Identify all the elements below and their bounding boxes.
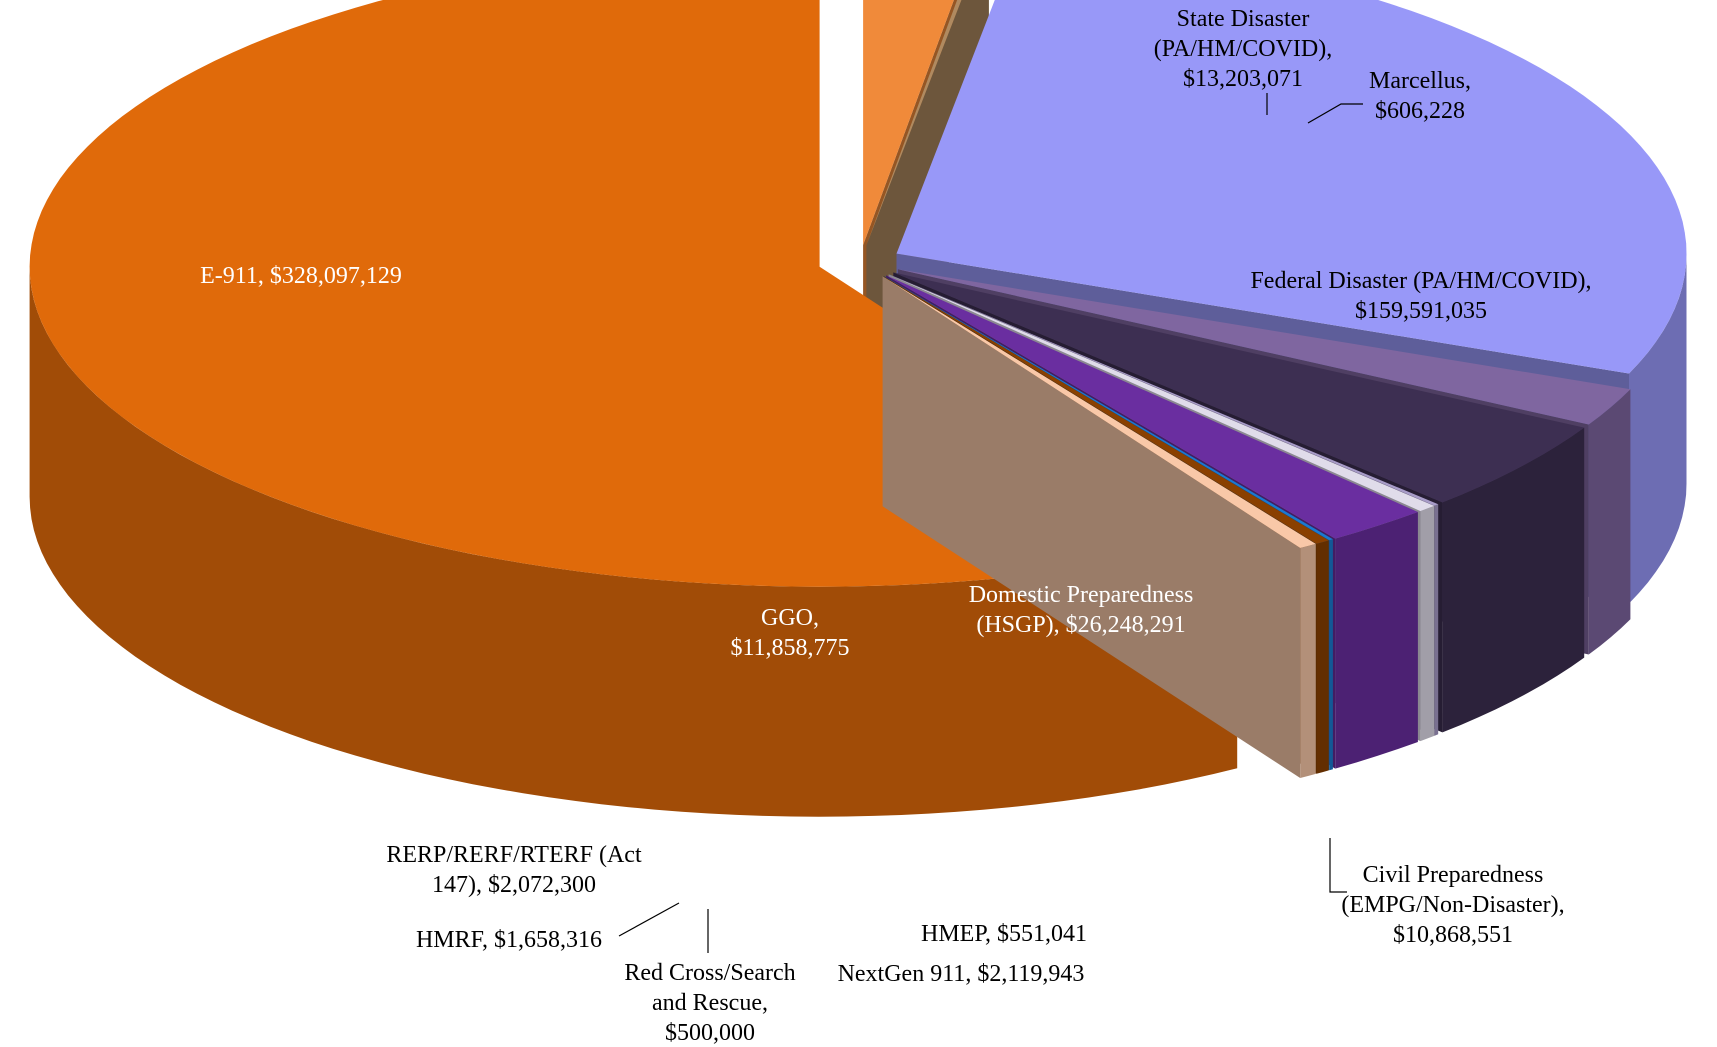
data-label: Domestic Preparedness (HSGP) $26,248,291 bbox=[931, 580, 1231, 640]
data-label: NextGen 911 $2,119,943 bbox=[796, 959, 1126, 989]
slice-value: $500,000 bbox=[665, 1020, 755, 1046]
slice bbox=[883, 276, 1329, 544]
data-label: Red Cross/Search and Rescue $500,000 bbox=[610, 958, 810, 1047]
data-label: GGO $11,858,775 bbox=[700, 603, 880, 663]
slice-value: $26,248,291 bbox=[1065, 612, 1186, 638]
slice bbox=[866, 0, 962, 246]
slice-side bbox=[29, 266, 1238, 817]
leader-line bbox=[1329, 838, 1347, 893]
slice-side bbox=[1629, 253, 1687, 604]
slice-name: Marcellus bbox=[1369, 68, 1471, 94]
slice-side bbox=[1442, 427, 1585, 733]
slice bbox=[883, 276, 1333, 541]
slice-name: GGO bbox=[761, 605, 819, 631]
slice-value: $11,858,775 bbox=[730, 635, 850, 661]
slice-name: HMEP bbox=[921, 921, 991, 947]
slice-value: $606,228 bbox=[1375, 98, 1465, 124]
data-label: E-911 $328,097,129 bbox=[91, 261, 511, 291]
slice-side bbox=[1335, 512, 1418, 769]
slice-name: Red Cross/Search and Rescue bbox=[624, 960, 795, 1016]
slice-side bbox=[1434, 504, 1439, 736]
slice-side bbox=[1300, 543, 1316, 778]
slice-side bbox=[1588, 389, 1631, 655]
slice-value: $13,203,071 bbox=[1183, 66, 1303, 92]
slice-name: Federal Disaster (PA/HM/COVID) bbox=[1250, 268, 1591, 294]
slice-name: Civil Preparedness (EMPG/Non-Disaster) bbox=[1341, 862, 1564, 918]
slice bbox=[893, 272, 1585, 503]
data-label: HMRF $1,658,316 bbox=[389, 925, 629, 955]
slice-value: $159,591,035 bbox=[1355, 298, 1487, 324]
slices bbox=[29, 0, 1687, 817]
slice bbox=[888, 274, 1435, 512]
slice bbox=[886, 275, 1418, 539]
slice-value: $328,097,129 bbox=[269, 263, 402, 289]
slice bbox=[896, 0, 1687, 374]
data-label: Marcellus $606,228 bbox=[1340, 66, 1500, 126]
slice-value: $10,868,551 bbox=[1393, 922, 1513, 948]
slice bbox=[882, 276, 1316, 548]
slice-side bbox=[1329, 539, 1333, 771]
slice bbox=[863, 0, 954, 245]
slice-value: $2,119,943 bbox=[977, 961, 1085, 987]
data-label: Civil Preparedness (EMPG/Non-Disaster) $… bbox=[1323, 860, 1583, 950]
slice bbox=[897, 269, 1631, 425]
slice-side bbox=[1316, 540, 1329, 774]
slice-value: $1,658,316 bbox=[494, 927, 603, 953]
data-label: State Disaster (PA/HM/COVID) $13,203,071 bbox=[1123, 4, 1363, 94]
slice-name: E-911 bbox=[200, 263, 264, 289]
slice-name: HMRF bbox=[416, 927, 488, 953]
slice-name: State Disaster (PA/HM/COVID) bbox=[1154, 6, 1332, 62]
slice-value: $551,041 bbox=[997, 921, 1088, 947]
slice-name: NextGen 911 bbox=[838, 961, 972, 987]
slice-value: $2,072,300 bbox=[488, 872, 596, 898]
leader-line bbox=[1307, 103, 1363, 124]
data-label: RERP/RERF/RTERF (Act 147) $2,072,300 bbox=[384, 840, 644, 900]
slice-side bbox=[1420, 505, 1435, 742]
leader-lines bbox=[618, 93, 1363, 953]
data-label: HMEP $551,041 bbox=[884, 919, 1124, 949]
leader-line bbox=[618, 902, 680, 937]
slice bbox=[889, 274, 1439, 506]
slice-cut-face bbox=[882, 276, 1301, 778]
data-label: Federal Disaster (PA/HM/COVID) $159,591,… bbox=[1231, 266, 1611, 326]
